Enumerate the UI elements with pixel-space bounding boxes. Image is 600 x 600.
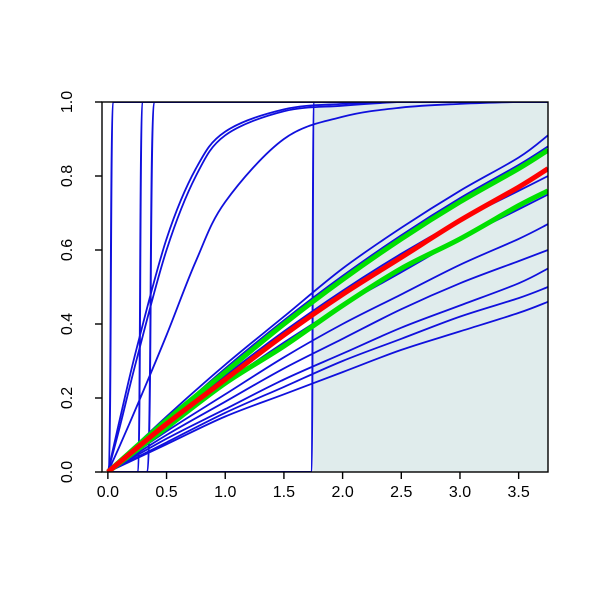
step-curve-1 xyxy=(107,102,548,472)
series-line-14 xyxy=(106,166,548,472)
plot-frame xyxy=(101,101,549,473)
series-line-7 xyxy=(107,223,548,472)
series-line-8 xyxy=(107,249,548,472)
series-line-3 xyxy=(107,134,548,472)
axes: 0.0 0.5 1.0 1.5 2.0 2.5 3.0 3.5 0.0 0.2 0.4 0.6 0.8 1… xyxy=(59,91,549,501)
y-tick-label-5: 1.0 xyxy=(59,91,76,113)
series-line-11 xyxy=(107,300,548,472)
series-line-13 xyxy=(106,188,548,472)
step-curve-3 xyxy=(107,102,548,472)
x-tick-label-0: 0.0 xyxy=(97,484,119,501)
plot-area xyxy=(106,102,548,472)
x-tick-label-7: 3.5 xyxy=(508,484,530,501)
x-tick-label-5: 2.5 xyxy=(390,484,412,501)
series-line-0 xyxy=(106,102,548,472)
x-tick-label-2: 1.0 xyxy=(214,484,236,501)
plot-inner xyxy=(106,102,548,472)
y-tick-label-3: 0.6 xyxy=(59,239,76,261)
step-curve-0 xyxy=(106,102,548,472)
x-tick-label-3: 1.5 xyxy=(273,484,295,501)
y-tick-label-1: 0.2 xyxy=(59,387,76,409)
series-line-1 xyxy=(106,102,548,472)
y-tick-label-0: 0.0 xyxy=(59,461,76,483)
step-curve-2 xyxy=(107,102,548,472)
y-tick-label-2: 0.4 xyxy=(59,313,76,335)
series-line-9 xyxy=(107,267,548,472)
y-tick-label-4: 0.8 xyxy=(59,165,76,187)
x-tick-label-4: 2.0 xyxy=(331,484,353,501)
series-line-10 xyxy=(107,286,548,472)
series-line-2 xyxy=(107,102,548,472)
series-line-12 xyxy=(106,147,548,472)
x-tick-label-6: 3.0 xyxy=(449,484,471,501)
x-tick-label-1: 0.5 xyxy=(155,484,177,501)
